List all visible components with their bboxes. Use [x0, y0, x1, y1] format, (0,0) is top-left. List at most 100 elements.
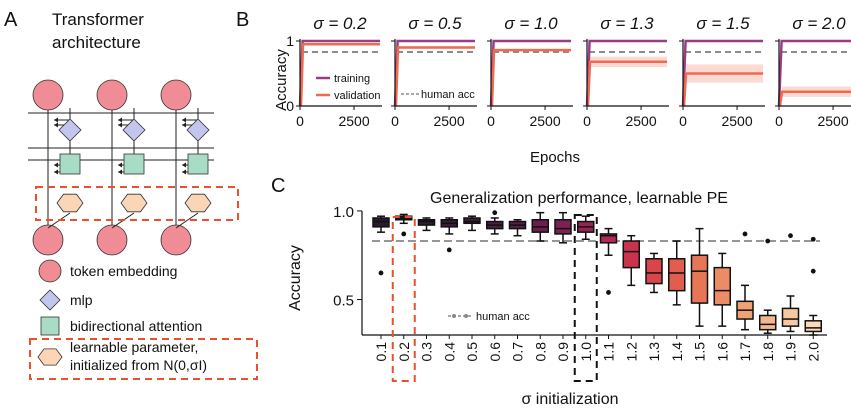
box-body-19	[804, 320, 822, 333]
x-tick-label-5: 0.6	[487, 342, 503, 362]
x-tick-label-19: 2.0	[805, 342, 821, 362]
subplot-title-1: σ = 0.5	[408, 14, 462, 33]
box-body-7	[531, 219, 549, 233]
x-tick-label-2: 0.3	[419, 342, 435, 362]
highlight-sigma-1.0	[573, 214, 598, 382]
token-embedding-top-0	[32, 79, 64, 111]
architecture-legend: token embedding mlp bidirectional attentio…	[29, 259, 258, 380]
panel-b-xlabel: Epochs	[530, 149, 580, 166]
box-body-10	[599, 233, 618, 244]
arrowhead-1-0	[118, 117, 122, 123]
xtick-label-2-1: 2500	[529, 113, 560, 129]
legend-learnable-label: learnable parameter,	[70, 339, 198, 355]
xtick-label-3-0: 0	[583, 113, 591, 129]
box-7	[531, 211, 549, 242]
panel-b: B Accuracy Epochs σ = 0.2 0 2500 0 1 σ = 0.5 0…	[236, 9, 851, 166]
arrowhead-1-3	[118, 169, 122, 175]
flier-17-0	[765, 238, 771, 244]
learnable-param-highlight	[35, 186, 239, 221]
training-curve-5	[777, 39, 851, 107]
x-tick-label-15: 1.6	[714, 342, 730, 362]
subplot-title-3: σ = 1.3	[600, 14, 654, 33]
param-link-2	[175, 212, 199, 229]
training-curve-3	[585, 39, 667, 107]
subplot-2: σ = 1.0 0 2500	[487, 14, 573, 129]
box-4	[463, 215, 481, 232]
box-18	[781, 233, 800, 333]
box-3	[440, 217, 458, 253]
box-8	[554, 211, 572, 244]
panel-b-ylabel: Accuracy	[273, 49, 290, 111]
token-embedding-top-1	[96, 79, 128, 111]
box-6	[508, 219, 527, 237]
subplot-title-4: σ = 1.5	[696, 14, 750, 33]
panel-a-letter: A	[4, 9, 18, 31]
arrowhead-1-1	[118, 122, 122, 128]
box-body-18	[781, 307, 800, 327]
mlp-node-0	[58, 118, 82, 142]
token-embedding-bottom-2	[160, 224, 192, 256]
attention-node-1	[123, 153, 145, 175]
token-embedding-bottom-0	[32, 224, 64, 256]
architecture-diagram	[28, 79, 239, 256]
box-11	[622, 234, 640, 287]
panel-c-xlabel: σ initialization	[521, 391, 618, 408]
xtick-label-2-0: 0	[487, 113, 495, 129]
validation-curve-0	[299, 43, 380, 107]
legend-diamond-icon	[39, 289, 61, 311]
box-14	[690, 227, 709, 327]
arrowhead-2-2	[182, 162, 186, 168]
xtick-label-5-1: 2500	[817, 113, 848, 129]
subplot-3: σ = 1.3 0 2500	[583, 14, 669, 129]
highlight-sigma-0.2	[391, 216, 416, 382]
x-tick-label-3: 0.4	[441, 342, 457, 362]
validation-curve-5	[778, 90, 851, 107]
panel-c-title: Generalization performance, learnable PE	[430, 190, 728, 207]
legend-training-label: training	[334, 73, 370, 85]
x-tick-label-13: 1.4	[669, 342, 685, 362]
token-embedding-top-2	[160, 79, 192, 111]
y-tick-label-0: 0.5	[333, 293, 354, 310]
xtick-label-5-0: 0	[775, 113, 783, 129]
learnable-param-node-2	[184, 193, 212, 213]
mlp-node-1	[122, 118, 146, 142]
x-tick-label-11: 1.2	[623, 342, 639, 362]
arrowhead-2-0	[182, 117, 186, 123]
flier-19-1	[810, 236, 816, 242]
flier-1-0	[401, 231, 407, 237]
box-body-2	[417, 219, 436, 226]
ytick-label-1: 1	[286, 33, 294, 49]
arrowhead-1-2	[118, 162, 122, 168]
subplot-0: σ = 0.2 0 2500 0 1	[286, 14, 382, 129]
ytick-label-0: 0	[286, 98, 294, 114]
box-13	[668, 240, 686, 306]
boxplot: 0.5 1.0 human acc 0.1 0.2 0.3 0.4 0.5 0.6 0.7 0.8 0…	[333, 204, 827, 382]
box-body-0	[372, 217, 390, 228]
xtick-label-0-0: 0	[296, 113, 304, 129]
xtick-label-0-1: 2500	[338, 113, 369, 129]
xtick-label-1-0: 0	[391, 113, 399, 129]
human-acc-legend-dot-2	[464, 314, 468, 318]
xtick-label-4-0: 0	[679, 113, 687, 129]
mlp-node-2	[186, 118, 210, 142]
box-body-13	[668, 258, 686, 292]
human-acc-legend-dot-1	[452, 314, 456, 318]
arrowhead-0-2	[54, 162, 58, 168]
panel-c-letter: C	[271, 175, 285, 197]
box-12	[645, 252, 663, 294]
learnable-param-node-0	[56, 193, 84, 213]
x-tick-label-12: 1.3	[646, 342, 662, 362]
legend-square-icon	[40, 316, 60, 336]
flier-16-0	[742, 231, 748, 237]
validation-curve-3	[586, 60, 667, 107]
y-tick-label-1: 1.0	[333, 204, 354, 221]
legend-human-label: human acc	[421, 89, 475, 101]
panel-a-title-line2: architecture	[52, 33, 141, 52]
subplot-1: σ = 0.5 0 2500	[391, 14, 477, 129]
box-0	[372, 215, 390, 276]
x-tick-label-1: 0.2	[396, 342, 412, 362]
flier-19-0	[810, 268, 816, 274]
